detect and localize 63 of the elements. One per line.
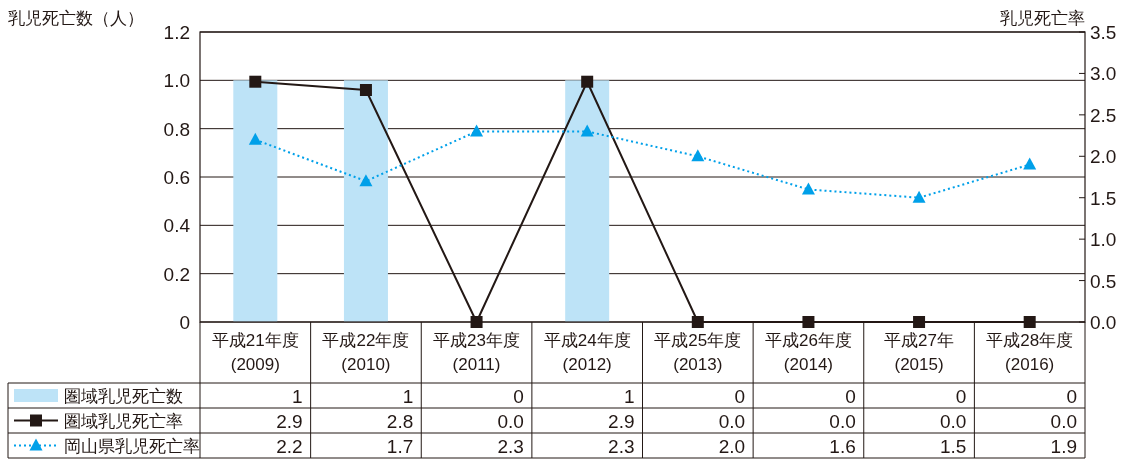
data-label: 2.8: [386, 411, 414, 432]
data-label: 2.0: [718, 436, 746, 457]
y2-tick-label: 3.5: [1090, 22, 1117, 43]
point: [580, 124, 594, 137]
data-label: 0: [845, 386, 856, 407]
data-label: 1.7: [386, 436, 414, 457]
x-tick-label: 平成21年度 (2009): [211, 331, 299, 374]
x-tick-label: 平成22年度 (2010): [322, 331, 410, 374]
data-label: 0.0: [829, 411, 856, 432]
data-label: 1.6: [829, 436, 856, 457]
data-label: 0.0: [497, 411, 524, 432]
data-label: 0: [513, 386, 524, 407]
data-label: 2.3: [608, 436, 635, 457]
y-tick-label: 0.4: [163, 215, 191, 237]
y2-tick-label: 0.5: [1090, 270, 1117, 292]
x-tick-label: 平成28年度 (2016): [986, 331, 1074, 374]
y2-tick-label: 2.0: [1090, 146, 1117, 168]
y-tick-label: 0.6: [163, 167, 190, 188]
legend-label: 圏域乳児死亡数: [64, 387, 183, 406]
data-label: 2.2: [276, 436, 303, 457]
data-label: 0: [955, 386, 967, 407]
legend-label: 岡山県乳児死亡率: [64, 437, 200, 456]
data-label: 0: [734, 386, 746, 407]
y2-tick-label: 3.0: [1090, 63, 1117, 85]
x-tick-label: 平成25年度 (2013): [654, 331, 742, 374]
point: [359, 174, 373, 187]
y2-axis-title: 乳児死亡率: [1000, 9, 1085, 28]
y2-tick-label: 1.5: [1090, 187, 1117, 209]
y2-tick-label: 0.0: [1090, 312, 1117, 333]
y-tick-label: 0: [179, 312, 190, 333]
y-tick-label: 1.0: [163, 70, 190, 92]
point: [1023, 157, 1037, 170]
point: [581, 75, 594, 88]
data-label: 0.0: [718, 411, 746, 432]
data-label: 0.0: [939, 411, 967, 432]
data-label: 1: [623, 386, 635, 407]
data-label: 1: [402, 386, 414, 407]
x-tick-label: 平成27年 (2015): [884, 331, 955, 374]
y2-tick-label: 2.5: [1090, 104, 1117, 126]
y-tick-label: 1.2: [163, 22, 190, 43]
y-tick-label: 0.2: [163, 263, 190, 285]
y-axis-title: 乳児死亡数（人）: [8, 9, 144, 28]
data-label: 2.9: [608, 411, 635, 432]
point: [691, 149, 705, 162]
point: [470, 124, 484, 137]
data-label: 0: [1066, 386, 1077, 407]
legend-label: 圏域乳児死亡率: [64, 412, 183, 431]
data-label: 1: [292, 386, 303, 407]
point: [248, 132, 262, 145]
x-tick-label: 平成24年度 (2012): [543, 331, 631, 374]
point: [912, 190, 926, 203]
data-label: 1.5: [939, 436, 967, 457]
data-label: 2.9: [276, 411, 303, 432]
point: [801, 182, 815, 195]
x-tick-label: 平成23年度 (2011): [433, 331, 521, 374]
point: [359, 84, 372, 96]
point: [249, 75, 262, 88]
y2-tick-label: 1.0: [1090, 229, 1117, 251]
y-tick-label: 0.8: [163, 118, 190, 140]
x-tick-label: 平成26年度 (2014): [764, 331, 852, 374]
data-label: 0.0: [1050, 411, 1077, 432]
data-label: 1.9: [1050, 436, 1077, 457]
data-label: 2.3: [497, 436, 524, 457]
